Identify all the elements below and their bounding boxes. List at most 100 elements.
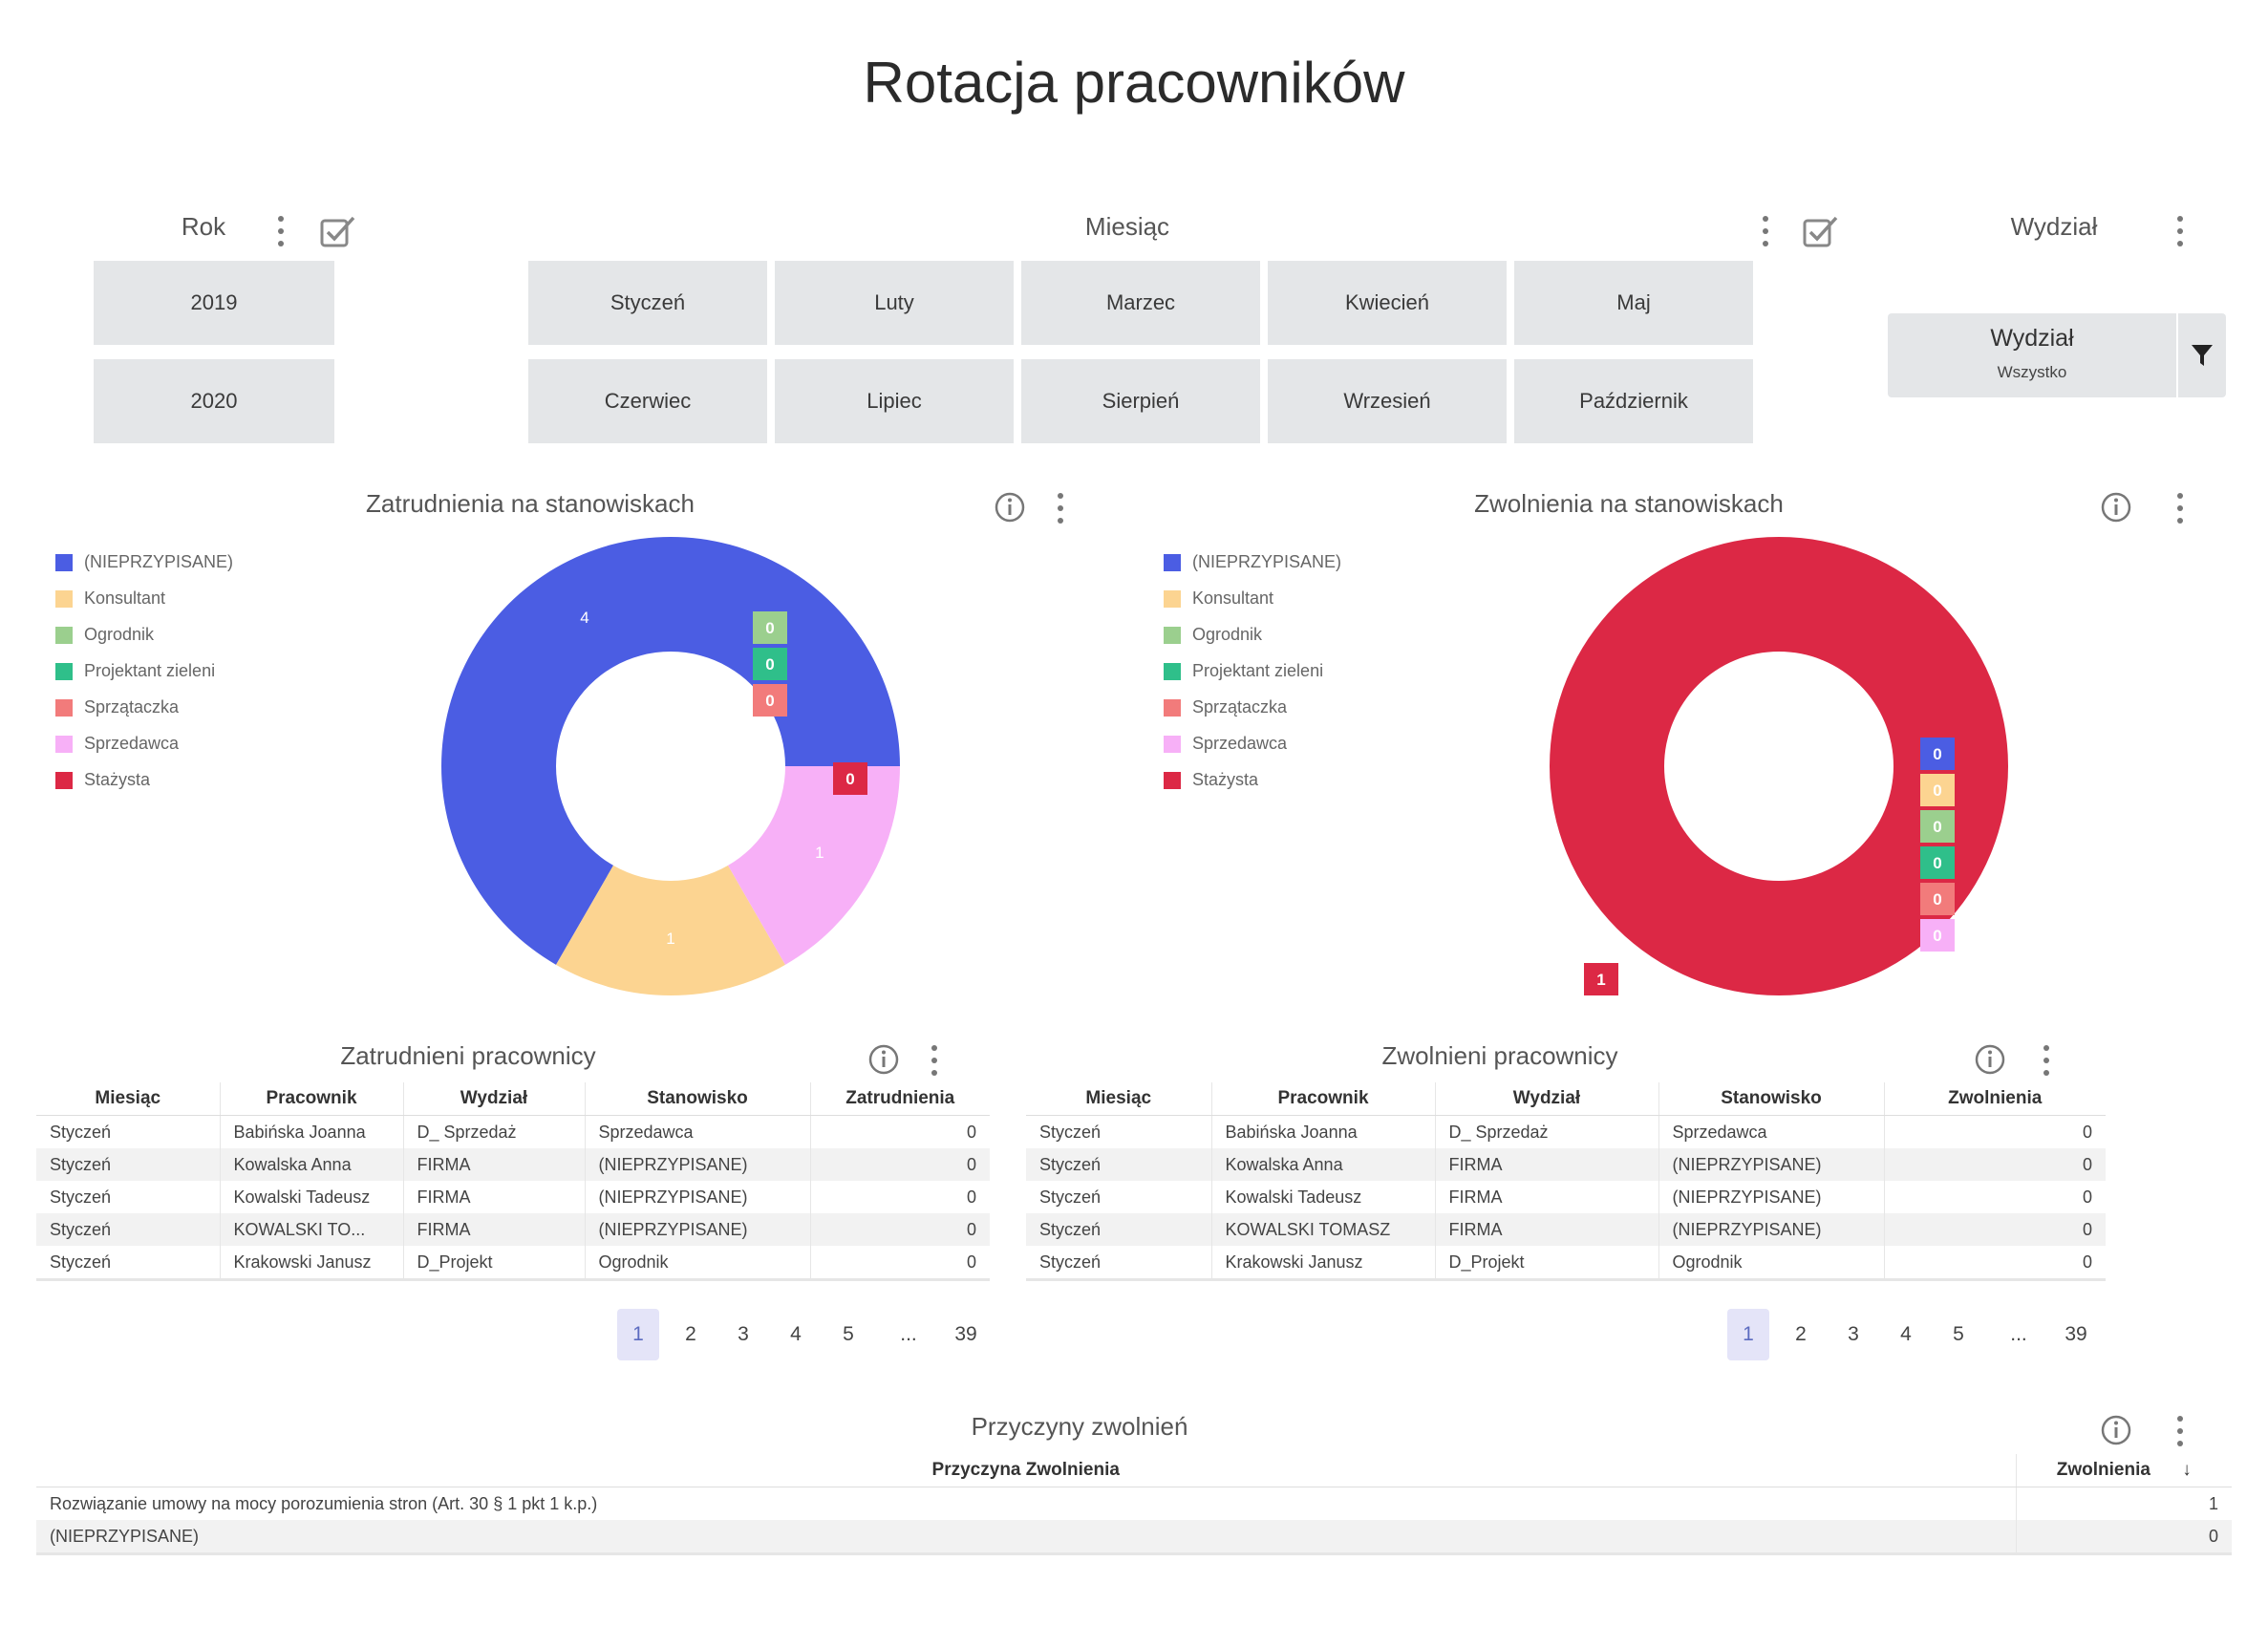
- column-header-reason[interactable]: Przyczyna Zwolnienia: [36, 1454, 2016, 1487]
- legend-swatch: [55, 771, 73, 789]
- department-dropdown[interactable]: Wydział Wszystko: [1888, 313, 2226, 397]
- legend-item[interactable]: Ogrodnik: [55, 625, 154, 645]
- year-option-2020[interactable]: 2020: [94, 359, 334, 443]
- table-row[interactable]: Styczeń Babińska Joanna D_ Sprzedaż Sprz…: [1026, 1115, 2106, 1148]
- exits-more-icon[interactable]: [2171, 493, 2190, 524]
- donut-slice[interactable]: [728, 766, 900, 965]
- page-button-2[interactable]: 2: [685, 1323, 696, 1345]
- month-option-marzec[interactable]: Marzec: [1021, 261, 1260, 345]
- page-button-5[interactable]: 5: [1953, 1323, 1964, 1345]
- year-select-all-icon[interactable]: [319, 212, 357, 250]
- zero-value-label: 0: [1933, 890, 1941, 909]
- page-button-2[interactable]: 2: [1795, 1323, 1807, 1345]
- table-row[interactable]: (NIEPRZYPISANE) 0: [36, 1520, 2232, 1555]
- sort-down-icon[interactable]: ↓: [2182, 1460, 2192, 1480]
- legend-item[interactable]: Sprzątaczka: [1164, 697, 1287, 717]
- page-button-last[interactable]: 39: [2065, 1323, 2087, 1345]
- filter-icon[interactable]: [2190, 342, 2215, 369]
- hired-info-icon[interactable]: [867, 1043, 900, 1076]
- month-option-lipiec[interactable]: Lipiec: [775, 359, 1014, 443]
- table-row[interactable]: Styczeń KOWALSKI TO... FIRMA (NIEPRZYPIS…: [36, 1213, 990, 1246]
- zero-value-label: 0: [1933, 818, 1941, 836]
- legend-item[interactable]: Stażysta: [1164, 770, 1258, 790]
- pagination-ellipsis: ...: [2010, 1323, 2027, 1345]
- cell-position: (NIEPRZYPISANE): [584, 1148, 810, 1181]
- hires-more-icon[interactable]: [1051, 493, 1070, 524]
- legend-item[interactable]: (NIEPRZYPISANE): [1164, 552, 1341, 572]
- table-row[interactable]: Rozwiązanie umowy na mocy porozumienia s…: [36, 1487, 2232, 1520]
- column-header-department[interactable]: Wydział: [1434, 1082, 1658, 1116]
- legend-item[interactable]: Stażysta: [55, 770, 150, 790]
- exits-info-icon[interactable]: [2100, 491, 2132, 524]
- page-button-4[interactable]: 4: [790, 1323, 802, 1345]
- cell-department: FIRMA: [1434, 1213, 1658, 1246]
- legend-item[interactable]: Projektant zieleni: [55, 661, 215, 681]
- month-option-maj[interactable]: Maj: [1514, 261, 1753, 345]
- year-slicer-more-icon[interactable]: [271, 216, 290, 246]
- table-row[interactable]: Styczeń KOWALSKI TOMASZ FIRMA (NIEPRZYPI…: [1026, 1213, 2106, 1246]
- cell-position: (NIEPRZYPISANE): [584, 1181, 810, 1213]
- zero-value-badge: [1920, 810, 1955, 843]
- department-slicer-more-icon[interactable]: [2171, 216, 2190, 246]
- table-row[interactable]: Styczeń Kowalska Anna FIRMA (NIEPRZYPISA…: [1026, 1148, 2106, 1181]
- reasons-more-icon[interactable]: [2171, 1416, 2190, 1446]
- dropdown-separator: [2176, 313, 2178, 397]
- month-select-all-icon[interactable]: [1802, 212, 1840, 250]
- month-option-pazdziernik[interactable]: Październik: [1514, 359, 1753, 443]
- cell-employee: Kowalska Anna: [219, 1148, 403, 1181]
- legend-item[interactable]: Sprzedawca: [55, 734, 179, 754]
- legend-item[interactable]: Ogrodnik: [1164, 625, 1262, 645]
- cell-month: Styczeń: [36, 1213, 220, 1246]
- column-header-employee[interactable]: Pracownik: [1210, 1082, 1435, 1116]
- page-button-4[interactable]: 4: [1900, 1323, 1912, 1345]
- month-slicer-more-icon[interactable]: [1756, 216, 1775, 246]
- legend-item[interactable]: (NIEPRZYPISANE): [55, 552, 233, 572]
- legend-swatch: [1164, 626, 1181, 644]
- legend-item[interactable]: Sprzedawca: [1164, 734, 1287, 754]
- column-header-hires[interactable]: Zatrudnienia: [809, 1082, 990, 1116]
- column-header-department[interactable]: Wydział: [402, 1082, 585, 1116]
- legend-item[interactable]: Konsultant: [55, 588, 165, 609]
- table-row[interactable]: Styczeń Krakowski Janusz D_Projekt Ogrod…: [1026, 1246, 2106, 1281]
- page-button-3[interactable]: 3: [1848, 1323, 1859, 1345]
- column-header-month[interactable]: Miesiąc: [1026, 1082, 1211, 1116]
- table-row[interactable]: Styczeń Kowalski Tadeusz FIRMA (NIEPRZYP…: [1026, 1181, 2106, 1213]
- table-row[interactable]: Styczeń Kowalska Anna FIRMA (NIEPRZYPISA…: [36, 1148, 990, 1181]
- reasons-info-icon[interactable]: [2100, 1414, 2132, 1446]
- month-option-wrzesien[interactable]: Wrzesień: [1268, 359, 1507, 443]
- page-button-1[interactable]: 1: [1727, 1309, 1769, 1360]
- column-header-position[interactable]: Stanowisko: [584, 1082, 810, 1116]
- hired-more-icon[interactable]: [925, 1045, 944, 1076]
- page-button-last[interactable]: 39: [954, 1323, 977, 1345]
- table-row[interactable]: Styczeń Krakowski Janusz D_Projekt Ogrod…: [36, 1246, 990, 1281]
- column-header-exits[interactable]: Zwolnienia: [1883, 1082, 2106, 1116]
- fired-info-icon[interactable]: [1974, 1043, 2006, 1076]
- donut-slice[interactable]: [556, 865, 785, 995]
- column-header-position[interactable]: Stanowisko: [1658, 1082, 1884, 1116]
- hires-legend: (NIEPRZYPISANE) Konsultant Ogrodnik Projekt…: [55, 552, 342, 820]
- month-option-luty[interactable]: Luty: [775, 261, 1014, 345]
- legend-item[interactable]: Sprzątaczka: [55, 697, 179, 717]
- legend-swatch: [1164, 662, 1181, 680]
- column-header-month[interactable]: Miesiąc: [36, 1082, 220, 1116]
- month-option-kwiecien[interactable]: Kwiecień: [1268, 261, 1507, 345]
- hires-info-icon[interactable]: [994, 491, 1026, 524]
- page-button-3[interactable]: 3: [738, 1323, 749, 1345]
- legend-item[interactable]: Projektant zieleni: [1164, 661, 1323, 681]
- legend-swatch: [1164, 698, 1181, 717]
- donut-slice[interactable]: [1550, 537, 2008, 995]
- cell-employee: Krakowski Janusz: [1210, 1246, 1435, 1281]
- month-option-sierpien[interactable]: Sierpień: [1021, 359, 1260, 443]
- slice-value-badge: [1584, 963, 1618, 995]
- page-button-5[interactable]: 5: [843, 1323, 854, 1345]
- month-option-styczen[interactable]: Styczeń: [528, 261, 767, 345]
- table-row[interactable]: Styczeń Kowalski Tadeusz FIRMA (NIEPRZYP…: [36, 1181, 990, 1213]
- month-option-czerwiec[interactable]: Czerwiec: [528, 359, 767, 443]
- table-row[interactable]: Styczeń Babińska Joanna D_ Sprzedaż Sprz…: [36, 1115, 990, 1148]
- column-header-exits[interactable]: Zwolnienia ↓: [2015, 1454, 2232, 1487]
- legend-item[interactable]: Konsultant: [1164, 588, 1273, 609]
- column-header-employee[interactable]: Pracownik: [219, 1082, 403, 1116]
- page-button-1[interactable]: 1: [617, 1309, 659, 1360]
- fired-more-icon[interactable]: [2037, 1045, 2056, 1076]
- year-option-2019[interactable]: 2019: [94, 261, 334, 345]
